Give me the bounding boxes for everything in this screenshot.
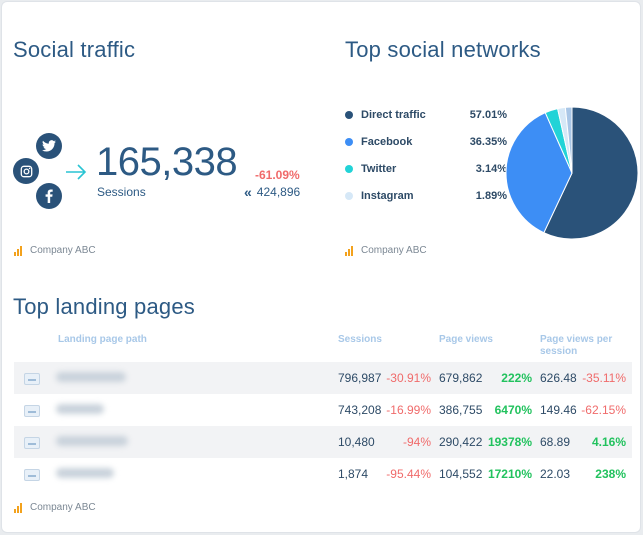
- landing-source-label: Company ABC: [30, 502, 96, 513]
- facebook-icon: [36, 183, 62, 209]
- cell-per-session-change: -62.15%: [581, 403, 626, 417]
- legend-item-value: 57.01%: [469, 109, 507, 121]
- legend-item-value: 3.14%: [475, 163, 507, 175]
- cell-page-views: 386,755: [439, 403, 483, 417]
- cell-sessions-change: -16.99%: [386, 403, 431, 417]
- sessions-change: -61.09%: [255, 168, 300, 182]
- legend-item[interactable]: Facebook 36.35%: [345, 135, 507, 149]
- landing-pages-title: Top landing pages: [13, 294, 195, 319]
- landing-source: Company ABC: [14, 502, 96, 513]
- cell-page-views: 679,862: [439, 362, 485, 394]
- cell-page-views-change: 222%: [485, 362, 540, 394]
- legend-item-label: Twitter: [361, 163, 397, 175]
- page-thumbnail-icon: [24, 436, 40, 449]
- cell-page-views-change: 6470%: [494, 403, 532, 417]
- col-page-views[interactable]: Page views: [439, 334, 493, 345]
- table-row[interactable]: 1,874 -95.44% 104,552 17210% 22.03 238%: [14, 458, 632, 490]
- landing-path-redacted[interactable]: [56, 436, 128, 446]
- cell-sessions: 743,208: [338, 403, 382, 417]
- legend-item[interactable]: Instagram 1.89%: [345, 189, 507, 203]
- arrow-right-icon: [65, 164, 87, 185]
- legend-item[interactable]: Twitter 3.14%: [345, 162, 507, 176]
- landing-pages-table: Landing page path Sessions Page views Pa…: [14, 332, 632, 490]
- cell-sessions: 1,874: [338, 467, 369, 481]
- page-thumbnail-icon: [24, 404, 40, 417]
- legend-item-value: 36.35%: [469, 136, 507, 148]
- legend-dot-icon: [345, 111, 353, 119]
- landing-path-redacted[interactable]: [56, 372, 126, 382]
- legend-item-label: Instagram: [361, 190, 414, 202]
- legend-item-label: Facebook: [361, 136, 413, 148]
- pie-slice-direct-traffic[interactable]: [543, 106, 639, 240]
- bar-chart-icon: [14, 502, 22, 513]
- social-traffic-title: Social traffic: [13, 37, 136, 62]
- top-networks-title: Top social networks: [345, 37, 541, 62]
- cell-per-session-change: -35.11%: [580, 362, 632, 394]
- cell-sessions-change: -95.44%: [386, 467, 431, 481]
- bar-chart-icon: [14, 245, 22, 256]
- previous-sessions: « 424,896: [244, 185, 300, 199]
- legend-item[interactable]: Direct traffic 57.01%: [345, 108, 507, 122]
- double-chevron-left-icon: «: [244, 184, 252, 200]
- cell-page-views: 104,552: [439, 467, 483, 481]
- twitter-icon: [36, 133, 62, 159]
- cell-per-session-change: 4.16%: [580, 426, 632, 458]
- bar-chart-icon: [345, 245, 353, 256]
- cell-page-views-change: 19378%: [485, 426, 540, 458]
- table-row[interactable]: 10,480 -94% 290,422 19378% 68.89 4.16%: [14, 426, 632, 458]
- table-header-row: Landing page path Sessions Page views Pa…: [14, 332, 632, 362]
- sessions-value: 165,338: [96, 140, 238, 184]
- pie-slice-facebook[interactable]: [505, 112, 573, 234]
- legend-item-value: 1.89%: [475, 190, 507, 202]
- pie-slice-other[interactable]: [564, 106, 573, 174]
- sessions-label: Sessions: [97, 185, 146, 199]
- social-source-label: Company ABC: [30, 245, 96, 256]
- page-thumbnail-icon: [24, 468, 40, 481]
- table-row[interactable]: 796,987 -30.91% 679,862 222% 626.48 -35.11%: [14, 362, 632, 394]
- cell-page-views: 290,422: [439, 426, 485, 458]
- cell-sessions-change: -94%: [384, 426, 439, 458]
- landing-path-redacted[interactable]: [56, 468, 114, 478]
- table-row[interactable]: 743,208 -16.99% 386,755 6470% 149.46 -62.15%: [14, 394, 632, 426]
- legend-dot-icon: [345, 192, 353, 200]
- col-landing-path[interactable]: Landing page path: [58, 334, 147, 345]
- col-sessions[interactable]: Sessions: [338, 334, 382, 345]
- legend-dot-icon: [345, 165, 353, 173]
- cell-sessions: 10,480: [338, 426, 384, 458]
- landing-path-redacted[interactable]: [56, 404, 104, 414]
- page-thumbnail-icon: [24, 372, 40, 385]
- col-page-views-per-session[interactable]: Page views per session: [540, 334, 613, 357]
- previous-sessions-value: 424,896: [256, 185, 301, 199]
- legend-item-label: Direct traffic: [361, 109, 426, 121]
- cell-per-session: 22.03: [540, 467, 571, 481]
- cell-per-session: 149.46: [540, 403, 577, 417]
- cell-per-session: 68.89: [540, 426, 580, 458]
- cell-sessions: 796,987: [338, 362, 384, 394]
- legend-dot-icon: [345, 138, 353, 146]
- networks-source-label: Company ABC: [361, 245, 427, 256]
- instagram-icon: [13, 158, 39, 184]
- cell-page-views-change: 17210%: [487, 467, 532, 481]
- cell-sessions-change: -30.91%: [384, 362, 439, 394]
- social-source: Company ABC: [14, 245, 96, 256]
- cell-per-session-change: 238%: [595, 467, 626, 481]
- cell-per-session: 626.48: [540, 362, 580, 394]
- networks-pie-chart: [505, 106, 639, 240]
- networks-source: Company ABC: [345, 245, 427, 256]
